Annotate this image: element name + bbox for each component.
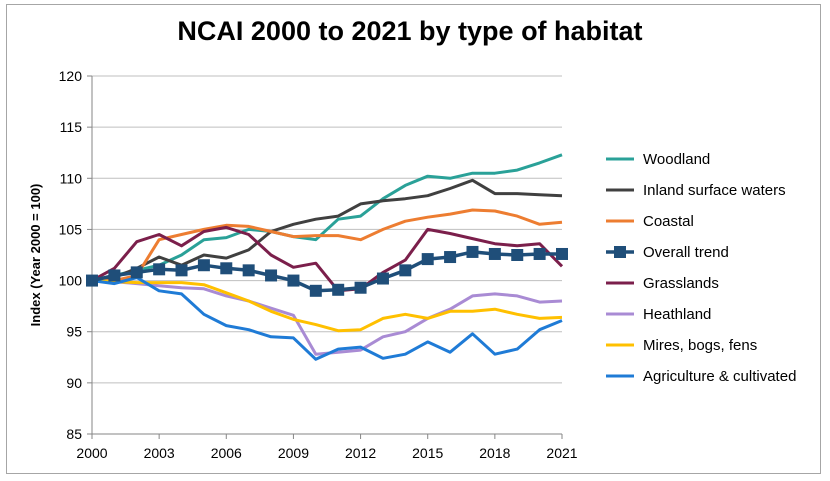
- data-point-overall-trend: [108, 269, 121, 282]
- data-point-overall-trend: [220, 262, 233, 275]
- data-point-overall-trend: [556, 247, 568, 260]
- data-point-overall-trend: [444, 251, 457, 264]
- legend: Woodland Inland surface waters Coastal Over…: [606, 151, 796, 385]
- series-line-inland-surface-waters: [91, 178, 563, 283]
- series-line-coastal: [92, 208, 563, 283]
- legend-label-inland-surface-waters: Inland surface waters: [643, 182, 786, 199]
- x-tick-label: 2018: [479, 445, 510, 461]
- x-tick-label: 2021: [546, 445, 577, 461]
- y-tick-label: 85: [66, 426, 82, 442]
- data-point-overall-trend: [287, 274, 300, 287]
- series-line-mires-bogs-fens: [91, 279, 563, 333]
- gridlines: [87, 75, 562, 435]
- y-tick-label: 110: [60, 170, 83, 186]
- data-point-overall-trend: [376, 272, 389, 285]
- chart-title: NCAI 2000 to 2021 by type of habitat: [177, 16, 643, 46]
- legend-label-mires-bogs-fens: Mires, bogs, fens: [643, 337, 757, 354]
- x-tick-label: 2003: [144, 445, 175, 461]
- legend-label-agriculture-cultivated: Agriculture & cultivated: [643, 368, 796, 385]
- data-point-overall-trend: [466, 245, 479, 258]
- legend-label-coastal: Coastal: [643, 213, 694, 230]
- data-point-overall-trend: [130, 266, 143, 279]
- series-line-agriculture-cultivated: [91, 276, 563, 361]
- series-lines: [86, 153, 568, 361]
- data-point-overall-trend: [153, 263, 166, 276]
- y-tick-label: 95: [66, 324, 82, 340]
- data-point-overall-trend: [242, 264, 255, 277]
- data-point-overall-trend: [421, 253, 434, 266]
- axes: [91, 76, 563, 439]
- data-point-overall-trend: [197, 259, 210, 272]
- data-point-overall-trend: [265, 269, 278, 282]
- data-point-overall-trend: [533, 247, 546, 260]
- x-tick-label: 2012: [345, 445, 376, 461]
- y-tick-labels: 85 90 95 100 105 110 115 120: [59, 68, 83, 442]
- data-point-overall-trend: [309, 284, 322, 297]
- data-point-overall-trend: [399, 264, 412, 277]
- series-line-overall-trend: [91, 250, 562, 293]
- legend-marker-overall-trend: [614, 246, 626, 258]
- data-point-overall-trend: [332, 283, 345, 296]
- y-tick-label: 105: [59, 221, 83, 237]
- data-point-overall-trend: [511, 249, 524, 261]
- data-point-overall-trend: [488, 247, 501, 260]
- data-point-overall-trend: [354, 281, 367, 294]
- legend-label-heathland: Heathland: [643, 306, 711, 323]
- x-tick-label: 2006: [211, 445, 242, 461]
- y-tick-label: 120: [59, 68, 83, 84]
- x-tick-label: 2009: [278, 445, 309, 461]
- series-line-grasslands: [91, 225, 564, 293]
- legend-label-overall-trend: Overall trend: [643, 244, 729, 261]
- y-tick-label: 90: [66, 375, 82, 391]
- legend-label-woodland: Woodland: [643, 151, 710, 168]
- data-point-overall-trend: [86, 274, 98, 287]
- x-tick-labels: 2000 2003 2006 2009 2012 2015 2018 2021: [76, 445, 577, 461]
- y-tick-label: 115: [60, 119, 83, 135]
- legend-label-grasslands: Grasslands: [643, 275, 719, 292]
- y-axis-label: Index (Year 2000 = 100): [28, 184, 43, 327]
- y-tick-label: 100: [59, 273, 83, 289]
- x-tick-label: 2000: [76, 445, 107, 461]
- x-tick-label: 2015: [412, 445, 443, 461]
- data-point-overall-trend: [175, 264, 188, 277]
